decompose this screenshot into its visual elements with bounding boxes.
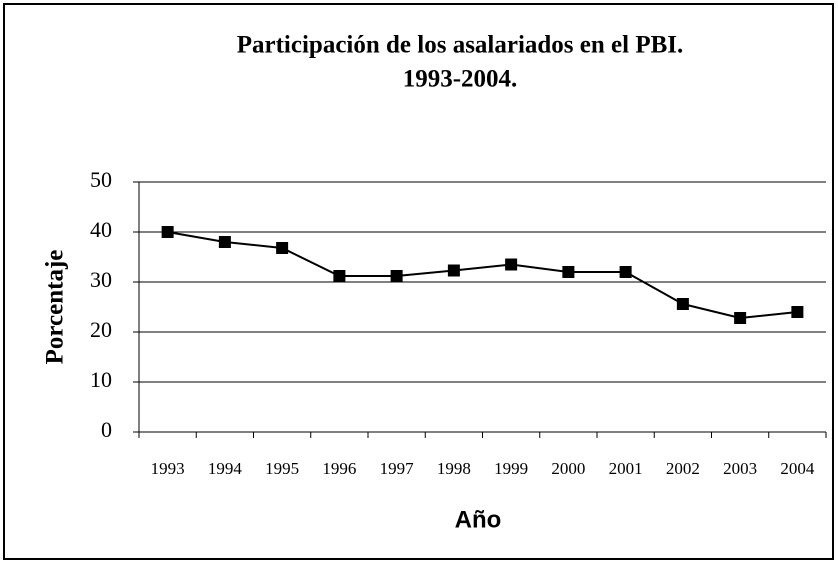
point-marker xyxy=(562,266,575,278)
x-tick-label: 1999 xyxy=(494,459,528,478)
series-line xyxy=(167,231,798,320)
y-tick-label: 30 xyxy=(90,267,112,292)
x-tick-label: 2003 xyxy=(723,459,757,478)
y-tick-label: 40 xyxy=(90,217,112,242)
point-marker xyxy=(161,226,174,238)
point-marker xyxy=(676,298,689,310)
x-tick-label: 2001 xyxy=(609,459,643,478)
chart-subtitle: 1993-2004. xyxy=(403,66,518,93)
y-axis-label: Porcentaje xyxy=(42,250,69,365)
x-tick-label: 1996 xyxy=(322,459,356,478)
y-tick-label: 10 xyxy=(90,367,112,392)
point-marker xyxy=(734,312,747,324)
x-tick-label: 1997 xyxy=(380,459,415,478)
y-tick-label: 50 xyxy=(90,167,112,192)
x-tick-label: 2004 xyxy=(780,459,815,478)
point-marker xyxy=(505,258,518,271)
chart-title: Participación de los asalariados en el P… xyxy=(237,32,684,59)
x-tick-label: 1995 xyxy=(265,459,299,478)
point-marker xyxy=(390,270,403,282)
x-tick-label: 2000 xyxy=(551,459,585,478)
y-tick-label: 20 xyxy=(90,317,112,342)
point-marker xyxy=(619,266,632,278)
point-marker xyxy=(333,270,346,282)
point-marker xyxy=(791,306,804,318)
x-tick-label: 1998 xyxy=(437,459,471,478)
point-marker xyxy=(276,242,289,254)
x-tick-label: 2002 xyxy=(666,459,700,478)
x-axis-label: Año xyxy=(455,506,502,533)
point-marker xyxy=(447,264,460,277)
y-tick-label: 0 xyxy=(101,417,112,442)
x-tick-label: 1994 xyxy=(208,459,243,478)
x-tick-label: 1993 xyxy=(151,459,185,478)
point-marker xyxy=(218,236,231,248)
